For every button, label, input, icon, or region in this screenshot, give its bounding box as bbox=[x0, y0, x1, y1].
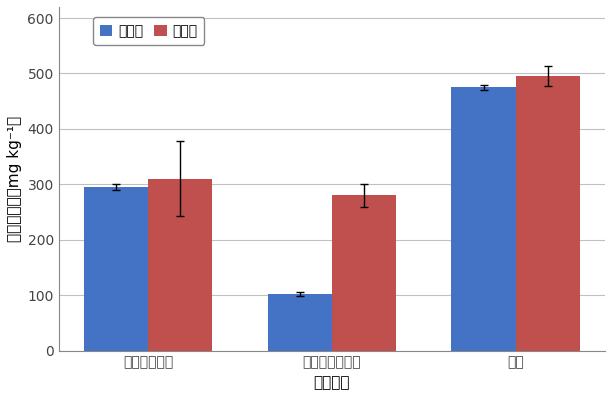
Y-axis label: リン含有量（mg kg⁻¹）: リン含有量（mg kg⁻¹） bbox=[7, 116, 22, 242]
Bar bbox=[516, 76, 580, 351]
Bar bbox=[267, 294, 332, 351]
Legend: 計算値, 観測値: 計算値, 観測値 bbox=[93, 17, 204, 45]
Bar bbox=[84, 187, 148, 351]
Bar bbox=[332, 195, 397, 351]
X-axis label: リン画分: リン画分 bbox=[313, 375, 350, 390]
Bar bbox=[452, 87, 516, 351]
Bar bbox=[148, 179, 212, 351]
